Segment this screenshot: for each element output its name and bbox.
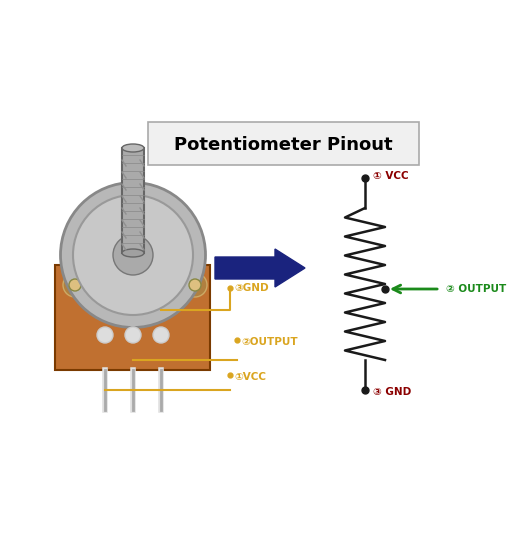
Text: ① VCC: ① VCC	[373, 171, 409, 181]
Ellipse shape	[122, 249, 144, 257]
FancyArrow shape	[215, 249, 305, 287]
Circle shape	[189, 279, 201, 291]
Circle shape	[97, 327, 113, 343]
Ellipse shape	[113, 235, 153, 275]
Circle shape	[63, 273, 87, 297]
Text: Potentiometer Pinout: Potentiometer Pinout	[173, 136, 392, 154]
Circle shape	[153, 327, 169, 343]
Text: ②OUTPUT: ②OUTPUT	[241, 337, 297, 347]
Text: ③ GND: ③ GND	[373, 387, 411, 397]
Ellipse shape	[122, 144, 144, 152]
FancyBboxPatch shape	[147, 121, 419, 164]
Circle shape	[125, 327, 141, 343]
Ellipse shape	[73, 195, 193, 315]
Circle shape	[183, 273, 207, 297]
Ellipse shape	[61, 182, 205, 327]
Circle shape	[69, 279, 81, 291]
Bar	[122, 148, 144, 253]
Text: ③GND: ③GND	[234, 283, 269, 293]
Bar	[55, 265, 210, 370]
Text: ② OUTPUT: ② OUTPUT	[446, 284, 506, 294]
Text: ①VCC: ①VCC	[234, 372, 266, 382]
